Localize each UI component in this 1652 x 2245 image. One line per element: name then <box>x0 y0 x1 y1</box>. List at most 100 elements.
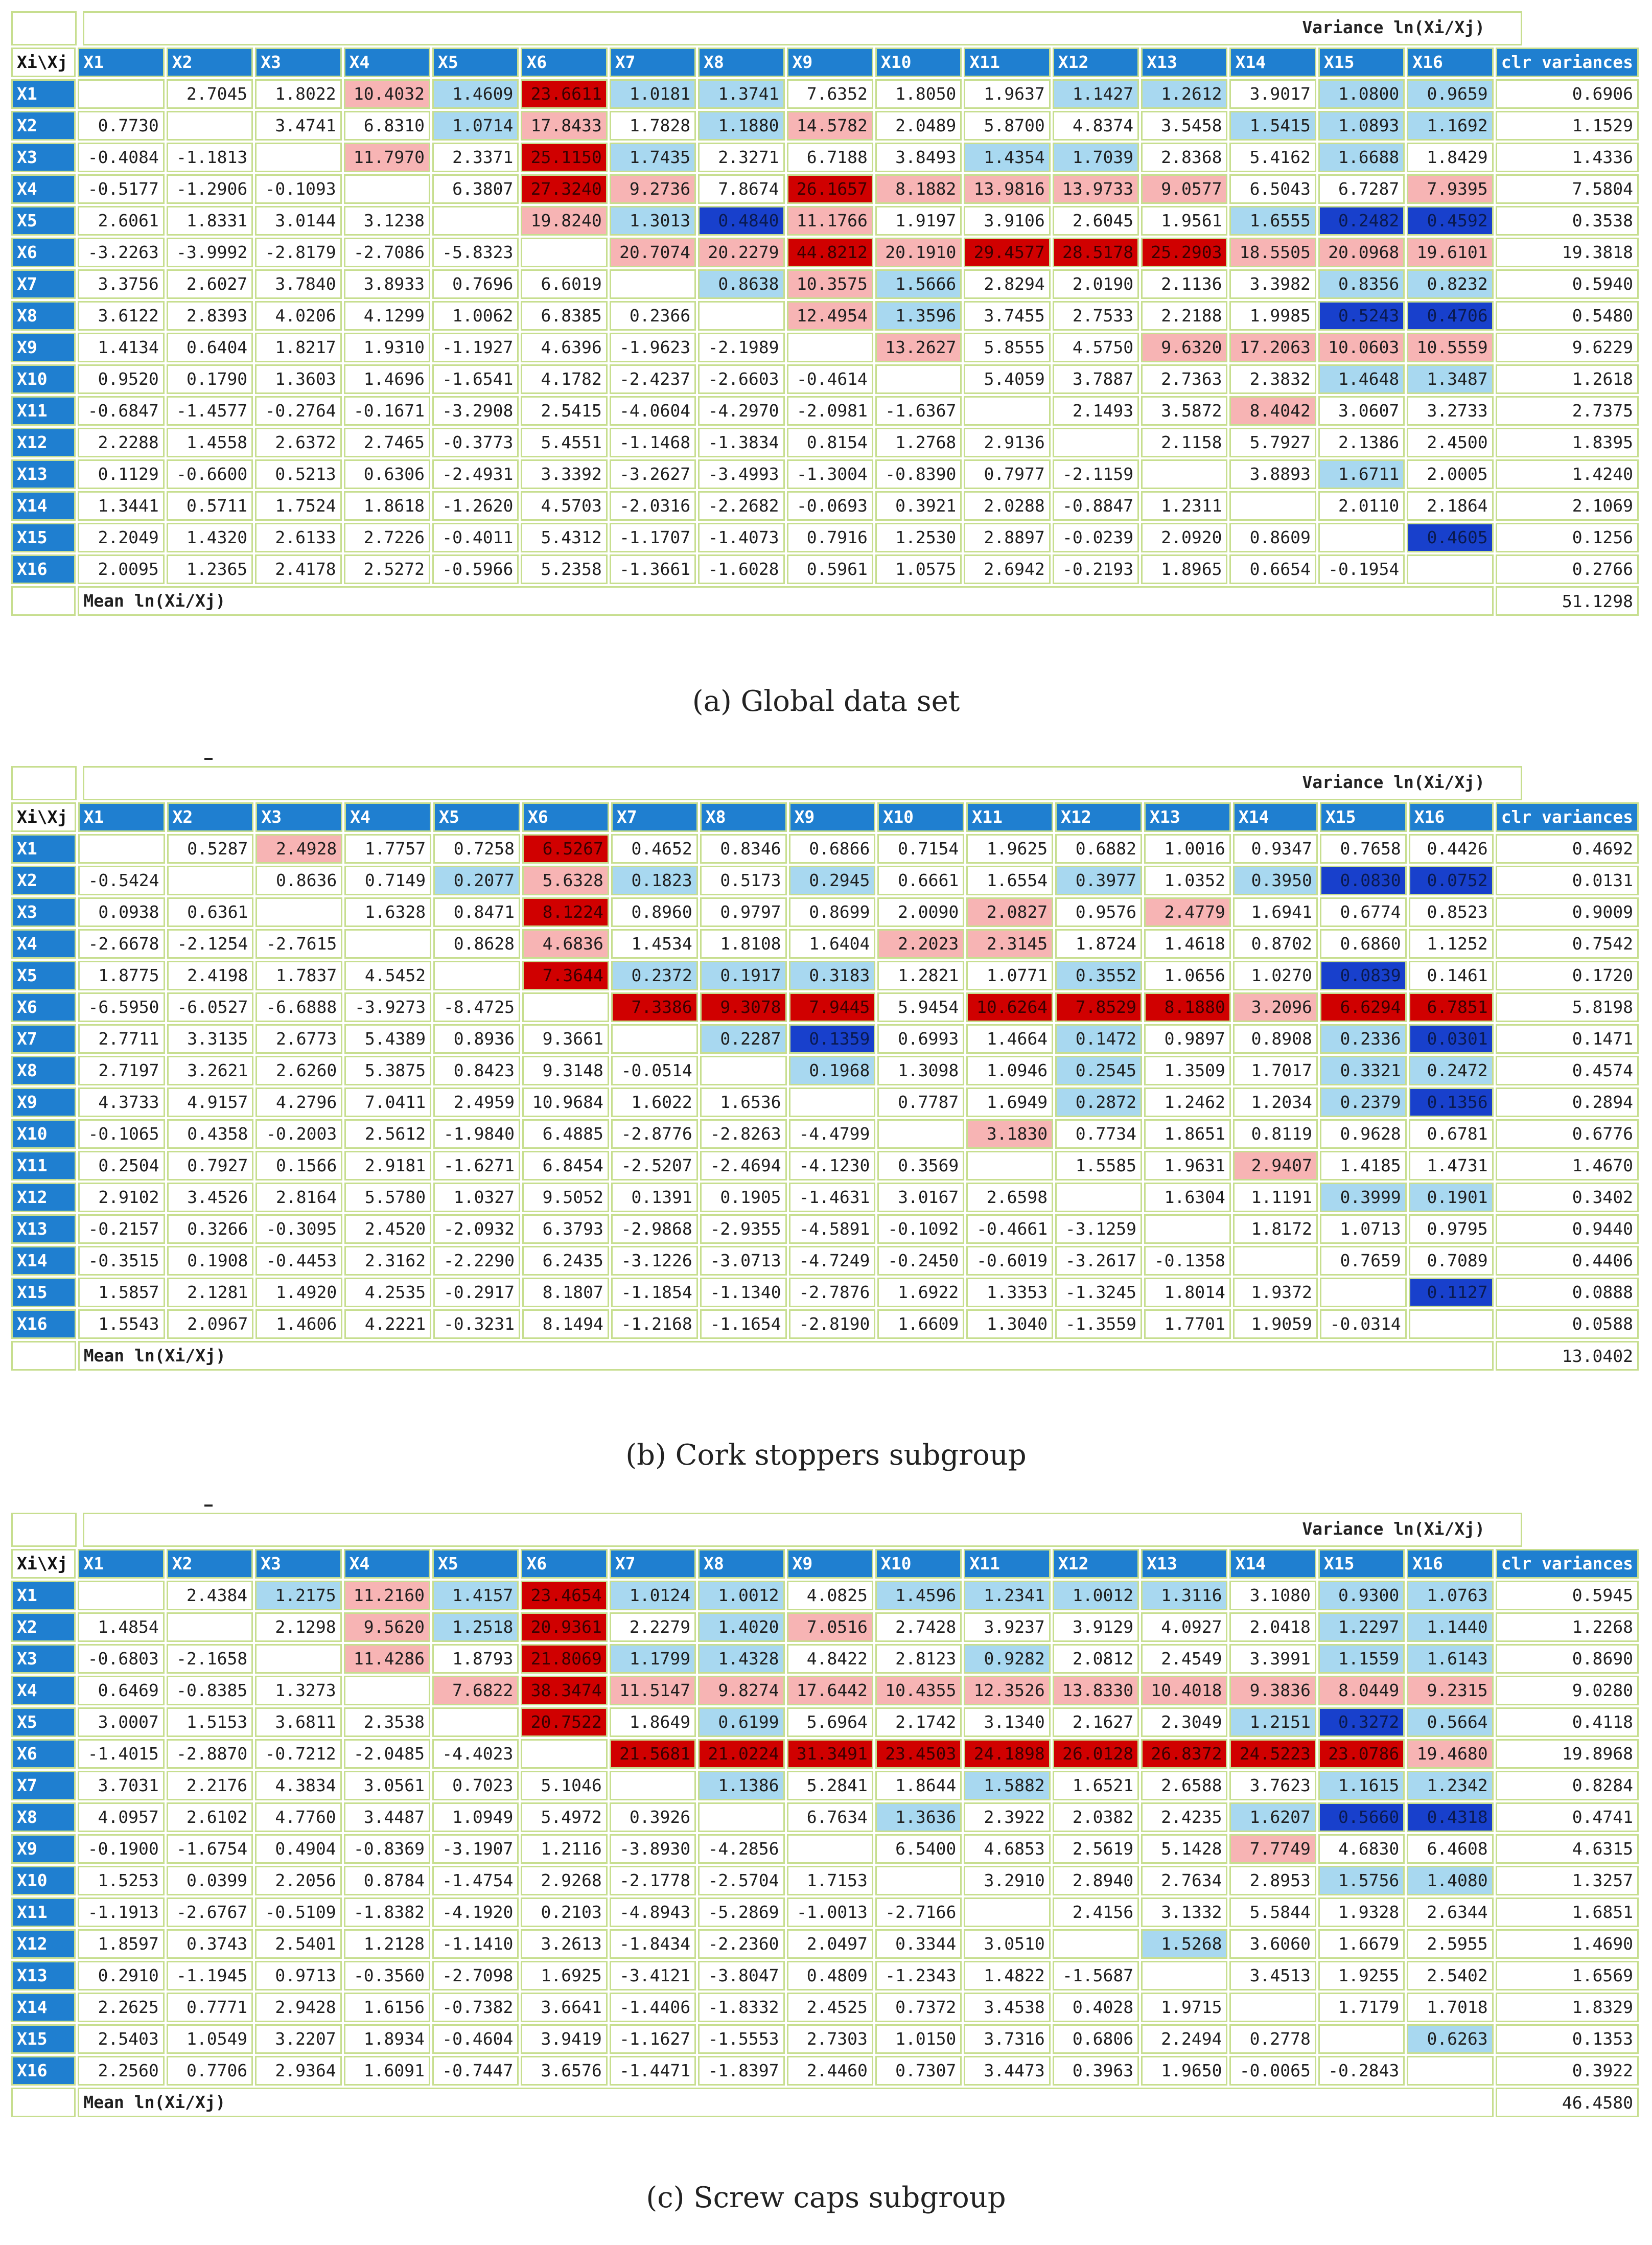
matrix-cell: 1.3013 <box>609 206 696 236</box>
matrix-cell: 1.8649 <box>609 1707 696 1737</box>
matrix-cell: -1.8382 <box>343 1897 430 1927</box>
matrix-cell: -0.8847 <box>1052 491 1139 521</box>
row-header: X3 <box>11 143 76 172</box>
matrix-cell: 1.5666 <box>875 269 962 299</box>
column-header: X4 <box>343 1549 430 1579</box>
matrix-cell: 2.8123 <box>875 1644 962 1674</box>
matrix-cell: 1.8022 <box>255 79 342 109</box>
matrix-cell: -2.8263 <box>700 1119 787 1149</box>
matrix-cell: 1.4618 <box>1144 929 1231 959</box>
matrix-cell: 1.4696 <box>343 364 430 394</box>
matrix-cell: 0.7307 <box>875 2056 962 2086</box>
row-header: X3 <box>11 897 76 927</box>
row-header: X7 <box>11 1024 76 1054</box>
matrix-cell: 11.2160 <box>343 1581 430 1610</box>
matrix-cell: 1.3487 <box>1407 364 1494 394</box>
matrix-cell: 2.6372 <box>255 428 342 457</box>
matrix-cell: 2.4460 <box>786 2056 873 2086</box>
matrix-cell <box>1144 1214 1231 1244</box>
clr-variance-cell: 0.1256 <box>1495 523 1639 552</box>
clr-variance-cell: 0.0131 <box>1495 866 1639 895</box>
matrix-cell <box>877 1119 965 1149</box>
row-header: X12 <box>11 1183 76 1212</box>
matrix-cell <box>255 1644 342 1674</box>
matrix-cell: 2.2279 <box>609 1612 696 1642</box>
log-ratio-matrix: Xi\Xj X1 X2 X3 X4 X5 X6 X7 X8 X9 X10 X11 X12 X13 X14 X1… <box>9 1547 1641 2119</box>
matrix-cell: 2.1281 <box>167 1278 254 1307</box>
matrix-cell: 1.3040 <box>966 1309 1054 1339</box>
matrix-cell: 1.1191 <box>1232 1183 1318 1212</box>
matrix-cell: 2.0497 <box>786 1929 873 1959</box>
table-row: X6 -3.2263 -3.9992 -2.8179 -2.7086 -5.8323 20.… <box>11 238 1639 267</box>
matrix-cell: 1.9561 <box>1141 206 1228 236</box>
matrix-cell: 0.1356 <box>1408 1087 1494 1117</box>
matrix-cell: 3.9017 <box>1229 79 1316 109</box>
matrix-cell: -2.0932 <box>433 1214 520 1244</box>
matrix-cell: 0.8638 <box>698 269 785 299</box>
matrix-cell: 6.8310 <box>343 111 430 141</box>
matrix-cell: 4.6396 <box>521 333 608 362</box>
matrix-cell <box>166 1612 253 1642</box>
matrix-cell: -1.3661 <box>609 554 696 584</box>
clr-variance-cell: 0.3402 <box>1495 1183 1639 1212</box>
matrix-cell: 1.6922 <box>877 1278 965 1307</box>
matrix-cell: 1.7039 <box>1052 143 1139 172</box>
matrix-cell: -4.4023 <box>432 1739 519 1769</box>
clr-variance-cell: 0.2894 <box>1495 1087 1639 1117</box>
matrix-cell: 0.0839 <box>1319 961 1407 990</box>
matrix-cell: 1.6688 <box>1318 143 1405 172</box>
matrix-cell: 3.2207 <box>255 2024 342 2054</box>
matrix-cell: -4.2970 <box>698 396 785 426</box>
matrix-cell: 1.9059 <box>1232 1309 1318 1339</box>
matrix-cell: 2.2176 <box>166 1771 253 1800</box>
matrix-cell: 7.9395 <box>1407 174 1494 204</box>
row-header: X14 <box>11 1993 76 2022</box>
matrix-cell: 1.1799 <box>609 1644 696 1674</box>
table-row: X8 3.6122 2.8393 4.0206 4.1299 1.0062 6.8385 0.… <box>11 301 1639 331</box>
matrix-cell: 0.1566 <box>255 1151 343 1181</box>
matrix-cell: 20.7074 <box>609 238 696 267</box>
matrix-cell: 1.3509 <box>1144 1056 1231 1085</box>
matrix-cell: 2.0005 <box>1407 459 1494 489</box>
column-header: X16 <box>1407 1549 1494 1579</box>
matrix-cell: 1.2342 <box>1407 1771 1494 1800</box>
matrix-cell: 3.3392 <box>521 459 608 489</box>
clr-variance-cell: 5.8198 <box>1495 992 1639 1022</box>
row-header: X9 <box>11 333 76 362</box>
column-header: X2 <box>167 802 254 832</box>
table-row: X8 2.7197 3.2621 2.6260 5.3875 0.8423 9.3148 -0… <box>11 1056 1639 1085</box>
table-row: X13 0.1129 -0.6600 0.5213 0.6306 -2.4931 3.339… <box>11 459 1639 489</box>
matrix-cell: 0.2945 <box>788 866 876 895</box>
clr-variance-cell: 0.6776 <box>1495 1119 1639 1149</box>
matrix-cell: -1.6367 <box>875 396 962 426</box>
matrix-cell: 1.8651 <box>1144 1119 1231 1149</box>
row-header: X14 <box>11 1246 76 1276</box>
column-header: X6 <box>521 1549 608 1579</box>
matrix-cell <box>1318 2024 1405 2054</box>
matrix-cell: 5.4059 <box>964 364 1051 394</box>
matrix-cell: 1.8644 <box>875 1771 962 1800</box>
matrix-cell: 0.4358 <box>167 1119 254 1149</box>
matrix-cell: 1.7837 <box>255 961 343 990</box>
matrix-cell: 1.7701 <box>1144 1309 1231 1339</box>
matrix-cell: 3.9237 <box>964 1612 1051 1642</box>
matrix-cell: 1.0713 <box>1319 1214 1407 1244</box>
matrix-cell: 3.5872 <box>1141 396 1228 426</box>
matrix-cell: 6.5267 <box>522 834 609 864</box>
row-header: X11 <box>11 1897 76 1927</box>
matrix-cell: 0.5243 <box>1318 301 1405 331</box>
matrix-cell: 2.8897 <box>964 523 1051 552</box>
matrix-cell: 9.2736 <box>609 174 696 204</box>
matrix-cell: 0.1391 <box>611 1183 698 1212</box>
matrix-cell: 1.0771 <box>966 961 1054 990</box>
footer-row: Mean ln(Xi/Xj) 13.0402 <box>11 1341 1639 1371</box>
matrix-cell: 2.4779 <box>1144 897 1231 927</box>
matrix-cell: 25.2903 <box>1141 238 1228 267</box>
row-header: X15 <box>11 2024 76 2054</box>
matrix-cell: -8.4725 <box>433 992 520 1022</box>
matrix-cell: 28.5178 <box>1052 238 1139 267</box>
matrix-cell <box>609 269 696 299</box>
table-row: X9 -0.1900 -1.6754 0.4904 -0.8369 -3.1907 1.21… <box>11 1834 1639 1864</box>
matrix-cell: 7.0411 <box>344 1087 432 1117</box>
clr-variance-cell: 1.8395 <box>1495 428 1639 457</box>
